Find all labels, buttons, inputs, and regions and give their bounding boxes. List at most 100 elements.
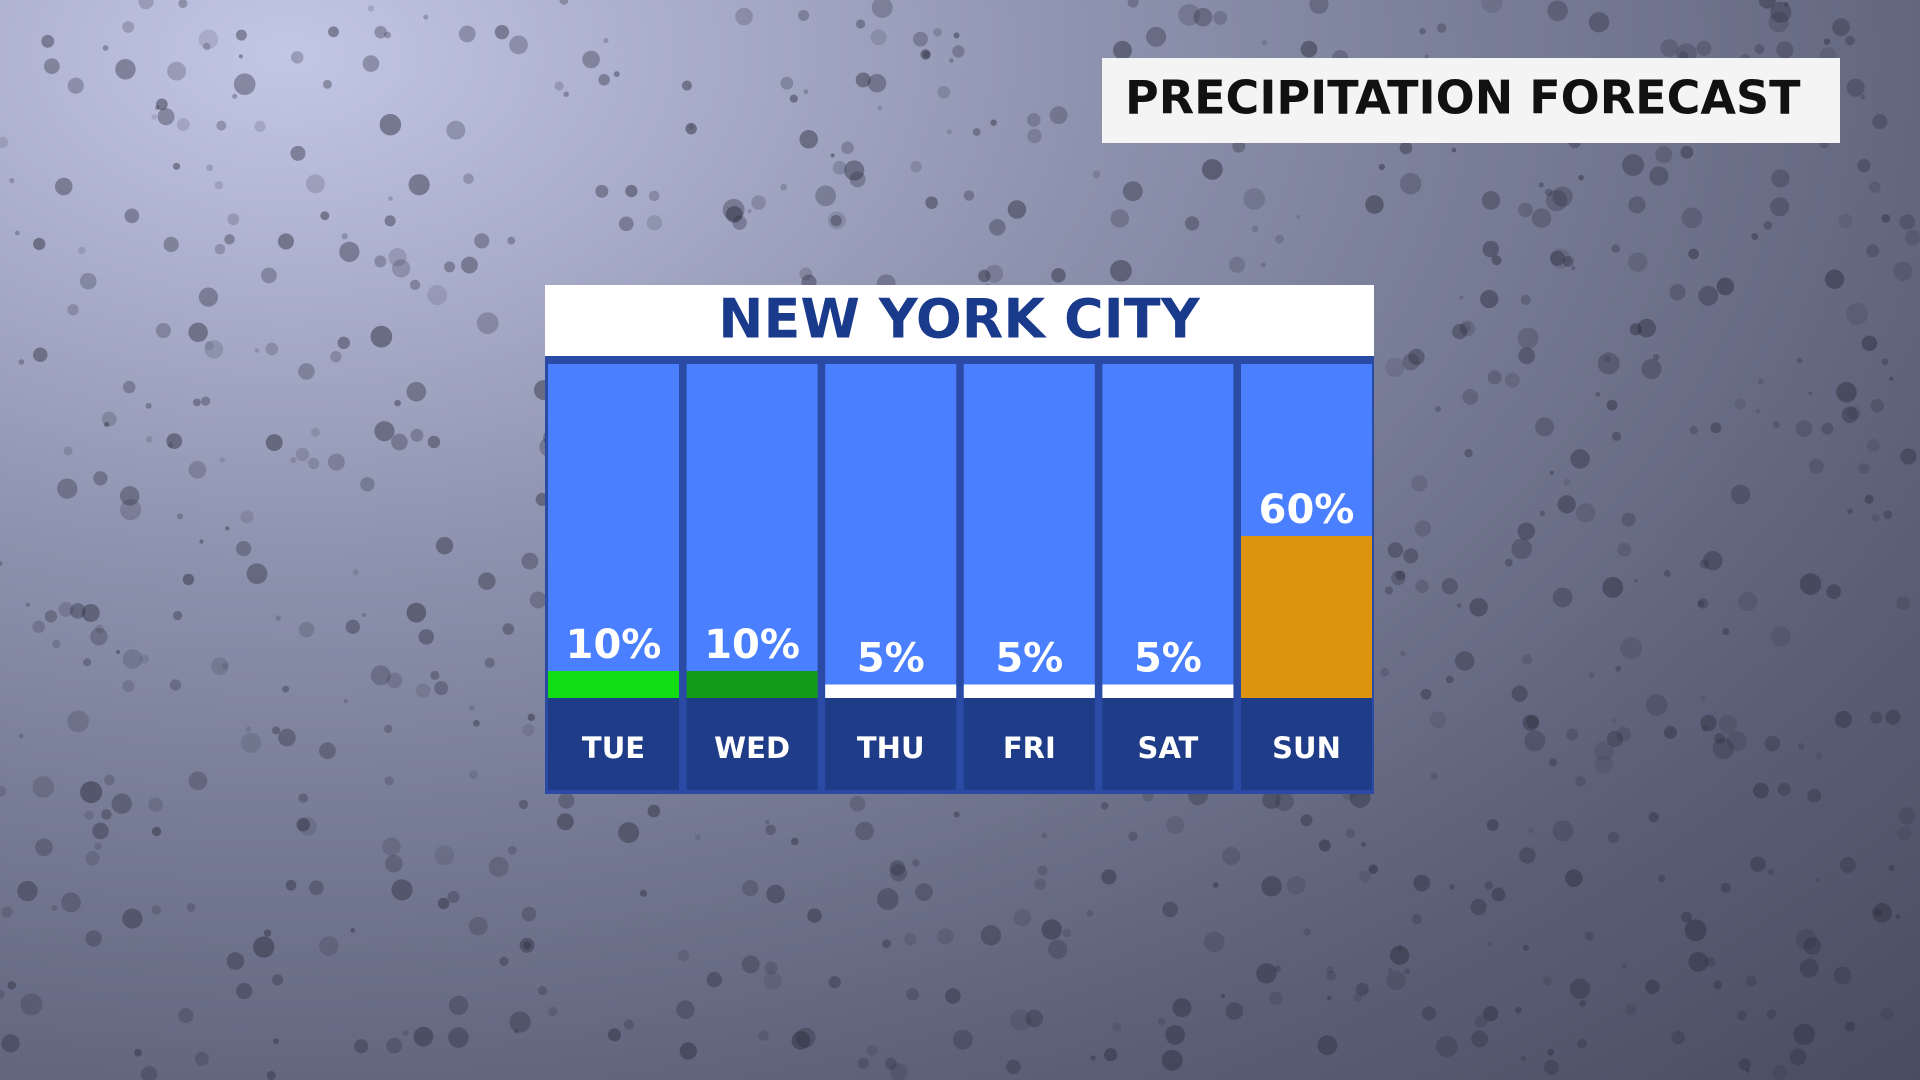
column-bg — [825, 364, 957, 698]
snow-flake — [1481, 0, 1503, 14]
snow-flake — [266, 1070, 276, 1080]
snow-flake — [384, 724, 393, 734]
snow-flake — [1696, 40, 1712, 56]
chart-title: PRECIPITATION FORECAST — [1125, 71, 1801, 125]
snow-flake — [1538, 182, 1544, 188]
snow-flake — [1539, 510, 1546, 517]
snow-flake — [1413, 874, 1430, 892]
snow-flake — [625, 184, 638, 198]
snow-flake — [1222, 846, 1241, 866]
snow-flake — [1390, 945, 1410, 965]
snow-flake — [1745, 1068, 1750, 1073]
snow-flake — [92, 822, 109, 840]
column-bg — [686, 364, 818, 698]
snow-flake — [154, 105, 160, 110]
snow-flake — [1543, 1059, 1559, 1075]
snow-flake — [374, 421, 395, 442]
snow-flake — [1836, 381, 1857, 403]
snow-flake — [1745, 975, 1757, 987]
snow-flake — [933, 27, 942, 37]
snow-flake — [1172, 998, 1192, 1018]
snow-flake — [922, 50, 931, 59]
snow-flake — [1777, 782, 1791, 796]
snow-flake — [688, 124, 694, 130]
snow-flake — [1469, 597, 1488, 617]
snow-flake — [1518, 202, 1533, 218]
snow-flake — [1720, 882, 1731, 893]
snow-flake — [309, 880, 324, 896]
snow-flake — [1545, 189, 1568, 212]
snow-flake — [352, 569, 359, 576]
snow-flake — [828, 976, 841, 989]
snow-flake — [603, 37, 609, 44]
snow-flake — [1037, 865, 1048, 876]
snow-flake — [1400, 650, 1406, 657]
snow-flake — [0, 989, 5, 1000]
snow-flake — [1845, 35, 1855, 46]
snow-flake — [157, 108, 175, 126]
snow-flake — [1402, 353, 1420, 371]
snow-flake — [435, 536, 454, 555]
snow-flake — [1700, 714, 1717, 732]
snow-flake — [537, 986, 548, 996]
snow-flake — [447, 890, 460, 904]
snow-flake — [134, 1048, 142, 1057]
snow-flake — [434, 845, 455, 866]
snow-flake — [176, 513, 184, 520]
day-box — [963, 698, 1095, 790]
snow-flake — [391, 259, 411, 278]
snow-flake — [1611, 244, 1620, 253]
snow-flake — [1275, 234, 1284, 244]
snow-flake — [807, 908, 822, 923]
snow-flake — [494, 24, 510, 40]
snow-flake — [1883, 510, 1893, 520]
snow-flake — [1649, 166, 1669, 186]
snow-flake — [1251, 225, 1259, 233]
snow-flake — [1474, 1015, 1488, 1028]
snow-flake — [1459, 320, 1476, 337]
snow-flake — [203, 42, 211, 51]
snow-flake — [1504, 558, 1513, 567]
snow-flake — [354, 1039, 369, 1054]
snow-flake — [1789, 1048, 1807, 1066]
snow-flake — [1570, 449, 1590, 469]
snow-flake — [766, 884, 785, 904]
snow-flake — [648, 190, 660, 202]
snow-flake — [877, 888, 899, 910]
snow-flake — [1846, 78, 1865, 97]
snow-flake — [1380, 667, 1390, 677]
snow-flake — [563, 91, 569, 97]
snow-flake — [0, 561, 3, 567]
snow-flake — [1688, 248, 1699, 260]
snow-flake — [1870, 398, 1885, 413]
snow-flake — [1201, 159, 1223, 180]
snow-flake — [1796, 357, 1803, 364]
snow-flake — [1256, 963, 1277, 984]
snow-flake — [1569, 978, 1591, 999]
snow-flake — [1588, 672, 1595, 679]
snow-flake — [607, 1028, 622, 1042]
x-tick-label: SAT — [1137, 731, 1198, 765]
snow-flake — [219, 457, 225, 463]
snow-flake — [382, 837, 401, 856]
snow-flake — [1104, 1048, 1118, 1062]
snow-flake — [1763, 221, 1773, 230]
snow-flake — [238, 54, 243, 59]
chart-subtitle: NEW YORK CITY — [718, 288, 1200, 351]
snow-flake — [1832, 18, 1850, 37]
snow-flake — [214, 181, 223, 190]
snow-flake — [518, 799, 529, 810]
snow-flake — [1430, 772, 1438, 780]
snow-flake — [1841, 406, 1859, 423]
snow-flake — [1755, 409, 1761, 414]
snow-flake — [1895, 914, 1901, 919]
snow-flake — [1062, 928, 1072, 938]
snow-flake — [1838, 213, 1853, 229]
snow-flake — [1757, 378, 1764, 385]
snow-flake — [67, 710, 89, 733]
snow-flake — [1482, 240, 1499, 258]
snow-flake — [844, 160, 865, 181]
snow-flake — [523, 941, 532, 950]
snow-flake — [430, 670, 440, 681]
snow-flake — [742, 879, 759, 897]
